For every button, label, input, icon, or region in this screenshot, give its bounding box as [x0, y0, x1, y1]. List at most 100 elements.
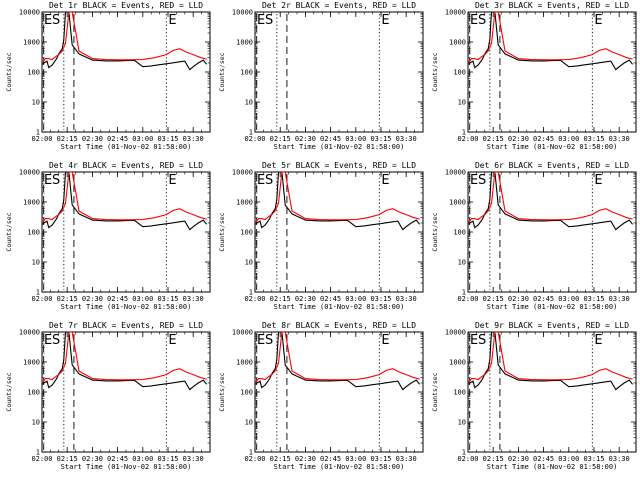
y-tick-label: 10000	[19, 329, 40, 337]
events-series-line	[42, 172, 208, 231]
x-tick-label: 03:30	[183, 455, 204, 463]
x-tick-label: 03:30	[609, 455, 630, 463]
y-tick-label: 10	[245, 259, 253, 267]
detector-panel-4: Det 4r BLACK = Events, RED = LLD 1 10 100 10…	[5, 161, 211, 311]
flag-S-marker: S	[265, 333, 273, 348]
panel-title: Det 6r BLACK = Events, RED = LLD	[475, 161, 629, 170]
detector-panel-3: Det 3r BLACK = Events, RED = LLD 1 10 100 10…	[431, 1, 637, 151]
detector-panel-1: Det 1r BLACK = Events, RED = LLD 1 10 100 10…	[5, 1, 211, 151]
flag-E-marker: E	[168, 173, 176, 188]
y-tick-label: 1000	[236, 199, 253, 207]
x-tick-label: 02:45	[320, 455, 341, 463]
flag-E-marker: E	[257, 333, 265, 348]
x-tick-label: 02:00	[31, 455, 52, 463]
y-tick-label: 100	[27, 229, 40, 237]
events-series-line	[468, 332, 634, 391]
x-tick-label: 02:00	[244, 455, 265, 463]
x-tick-label: 02:30	[295, 455, 316, 463]
y-axis-label: Counts/sec	[218, 372, 226, 411]
flag-S-marker: S	[265, 173, 273, 188]
flag-E-marker: E	[594, 13, 602, 28]
panel-title: Det 3r BLACK = Events, RED = LLD	[475, 1, 629, 10]
x-tick-label: 02:30	[82, 455, 103, 463]
flag-E-marker: E	[470, 173, 478, 188]
panel-title: Det 1r BLACK = Events, RED = LLD	[49, 1, 203, 10]
flag-S-marker: S	[265, 13, 273, 28]
flag-S-marker: S	[52, 333, 60, 348]
y-tick-label: 1	[36, 129, 40, 137]
events-series-line	[468, 172, 634, 231]
x-tick-label: 02:45	[533, 295, 554, 303]
x-tick-label: 03:30	[396, 295, 417, 303]
lld-series-line	[42, 12, 207, 64]
plot-frame	[254, 11, 424, 133]
y-tick-label: 100	[240, 69, 253, 77]
x-tick-label: 02:15	[270, 295, 291, 303]
y-tick-label: 1000	[23, 359, 40, 367]
y-tick-label: 1	[249, 129, 253, 137]
y-tick-label: 10000	[232, 329, 253, 337]
x-axis-label: Start Time (01-Nov-02 01:58:00)	[274, 143, 405, 151]
x-tick-label: 03:15	[370, 135, 391, 143]
x-tick-label: 03:30	[396, 455, 417, 463]
x-tick-label: 02:30	[508, 455, 529, 463]
y-tick-label: 10000	[232, 9, 253, 17]
y-tick-label: 10	[32, 99, 40, 107]
x-tick-label: 02:15	[57, 135, 78, 143]
y-tick-label: 10000	[445, 169, 466, 177]
detector-panel-8: Det 8r BLACK = Events, RED = LLD 1 10 100 10…	[218, 321, 424, 471]
lld-series-line	[468, 172, 633, 224]
detector-panel-5: Det 5r BLACK = Events, RED = LLD 1 10 100 10…	[218, 161, 424, 311]
x-axis-label: Start Time (01-Nov-02 01:58:00)	[61, 143, 192, 151]
flag-E-marker: E	[470, 13, 478, 28]
lld-series-line	[42, 332, 207, 384]
y-tick-label: 100	[27, 69, 40, 77]
x-tick-label: 02:30	[295, 295, 316, 303]
flag-E-marker: E	[44, 13, 52, 28]
x-tick-label: 02:45	[107, 455, 128, 463]
y-axis-label: Counts/sec	[218, 52, 226, 91]
detector-panel-9: Det 9r BLACK = Events, RED = LLD 1 10 100 10…	[431, 321, 637, 471]
x-tick-label: 02:30	[508, 135, 529, 143]
x-axis-label: Start Time (01-Nov-02 01:58:00)	[274, 303, 405, 311]
flag-E-marker: E	[257, 13, 265, 28]
x-tick-label: 02:00	[457, 295, 478, 303]
y-tick-label: 10000	[445, 9, 466, 17]
x-tick-label: 02:30	[295, 135, 316, 143]
x-tick-label: 03:00	[345, 455, 366, 463]
x-tick-label: 03:30	[183, 135, 204, 143]
y-axis-label: Counts/sec	[431, 372, 439, 411]
x-tick-label: 02:15	[270, 455, 291, 463]
x-tick-label: 02:15	[483, 135, 504, 143]
lld-series-line	[255, 332, 420, 384]
x-tick-label: 03:15	[157, 455, 178, 463]
x-tick-label: 03:00	[345, 295, 366, 303]
x-axis-label: Start Time (01-Nov-02 01:58:00)	[487, 143, 618, 151]
y-tick-label: 10000	[445, 329, 466, 337]
panel-title: Det 2r BLACK = Events, RED = LLD	[262, 1, 416, 10]
y-tick-label: 100	[453, 69, 466, 77]
x-tick-label: 03:30	[396, 135, 417, 143]
panel-title: Det 8r BLACK = Events, RED = LLD	[262, 321, 416, 330]
x-axis-label: Start Time (01-Nov-02 01:58:00)	[487, 303, 618, 311]
y-tick-label: 100	[240, 389, 253, 397]
x-tick-label: 03:30	[609, 295, 630, 303]
y-tick-label: 100	[453, 229, 466, 237]
events-series-line	[468, 12, 634, 71]
x-tick-label: 02:15	[483, 295, 504, 303]
events-series-line	[255, 172, 421, 231]
x-tick-label: 03:30	[183, 295, 204, 303]
y-tick-label: 10	[458, 419, 466, 427]
panel-title: Det 9r BLACK = Events, RED = LLD	[475, 321, 629, 330]
detector-panel-7: Det 7r BLACK = Events, RED = LLD 1 10 100 10…	[5, 321, 211, 471]
y-tick-label: 10	[245, 99, 253, 107]
x-tick-label: 03:15	[583, 135, 604, 143]
y-tick-label: 10	[458, 99, 466, 107]
y-tick-label: 10	[32, 259, 40, 267]
x-tick-label: 03:30	[609, 135, 630, 143]
detector-panel-6: Det 6r BLACK = Events, RED = LLD 1 10 100 10…	[431, 161, 637, 311]
x-tick-label: 03:00	[558, 135, 579, 143]
x-axis-label: Start Time (01-Nov-02 01:58:00)	[61, 463, 192, 471]
flag-E-marker: E	[381, 173, 389, 188]
